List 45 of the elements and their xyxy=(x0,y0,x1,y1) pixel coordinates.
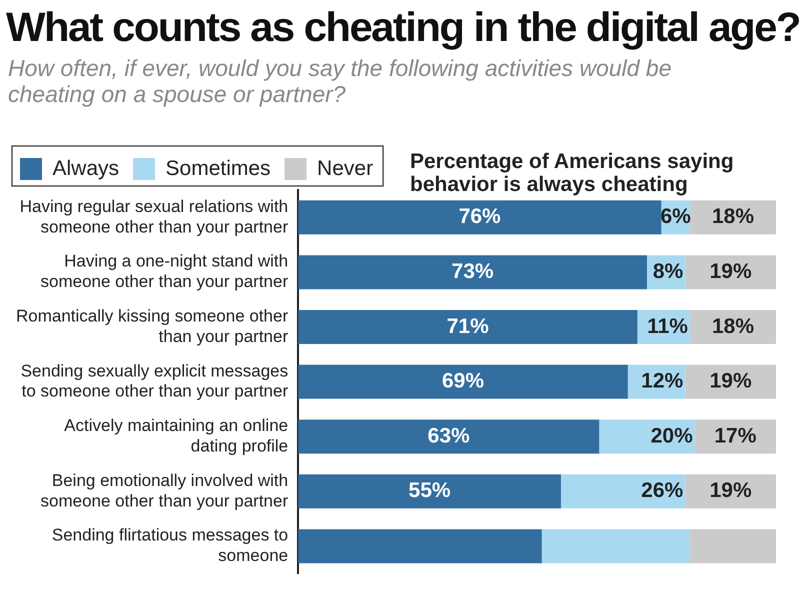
data-label: 19% xyxy=(710,479,752,502)
data-label: 71% xyxy=(446,314,490,338)
annotation: Percentage of Americans saying behavior is always cheating xyxy=(410,150,735,196)
chart-subtitle: How often, if ever, would you say the following activities would be cheating on a spouse or partner? xyxy=(8,55,673,107)
bar xyxy=(542,529,690,564)
bar xyxy=(690,529,776,564)
bar xyxy=(560,474,686,508)
data-label: 18% xyxy=(712,314,754,338)
y-tick-label: Sending flirtatious messages to someone xyxy=(52,526,288,566)
data-label: 11% xyxy=(647,314,688,338)
data-label: 76% xyxy=(458,205,502,228)
data-label: 8% xyxy=(652,260,684,283)
chart-title: What counts as cheating in the digital age? xyxy=(6,4,800,51)
legend-label: Never xyxy=(317,156,374,180)
data-label: 17% xyxy=(714,424,757,448)
bar xyxy=(599,420,695,454)
bar xyxy=(298,529,542,564)
data-label: 63% xyxy=(428,424,470,448)
y-tick-label: Actively maintaining an online dating profile xyxy=(64,416,288,456)
y-tick-label: Being emotionally involved with someone other than your partner xyxy=(40,470,288,510)
y-tick-label: Romantically kissing someone other than your partner xyxy=(16,306,288,346)
legend-label: Sometimes xyxy=(166,156,271,180)
bar xyxy=(298,420,600,454)
data-label: 19% xyxy=(710,260,752,283)
bar xyxy=(298,474,561,508)
data-label: 6% xyxy=(660,205,692,228)
bar xyxy=(685,474,776,508)
bar xyxy=(685,255,776,290)
data-label: 73% xyxy=(452,260,494,283)
legend-label: Always xyxy=(52,156,120,180)
bar xyxy=(298,200,662,234)
bar xyxy=(685,364,776,399)
data-label: 20% xyxy=(650,424,694,448)
y-tick-label: Sending sexually explicit messages to someone other than your partner xyxy=(20,361,288,401)
data-label: 55% xyxy=(408,479,451,502)
data-label: 19% xyxy=(710,370,752,393)
y-tick-label: Having regular sexual relations with someone other than your partner xyxy=(20,196,288,236)
bar xyxy=(298,364,628,399)
data-label: 69% xyxy=(442,370,484,393)
data-label: 18% xyxy=(712,205,754,228)
data-label: 12% xyxy=(641,370,684,393)
bar xyxy=(298,255,647,290)
data-label: 26% xyxy=(641,479,684,502)
bar xyxy=(298,310,638,344)
y-tick-label: Having a one-night stand with someone other than your partner xyxy=(40,252,288,292)
